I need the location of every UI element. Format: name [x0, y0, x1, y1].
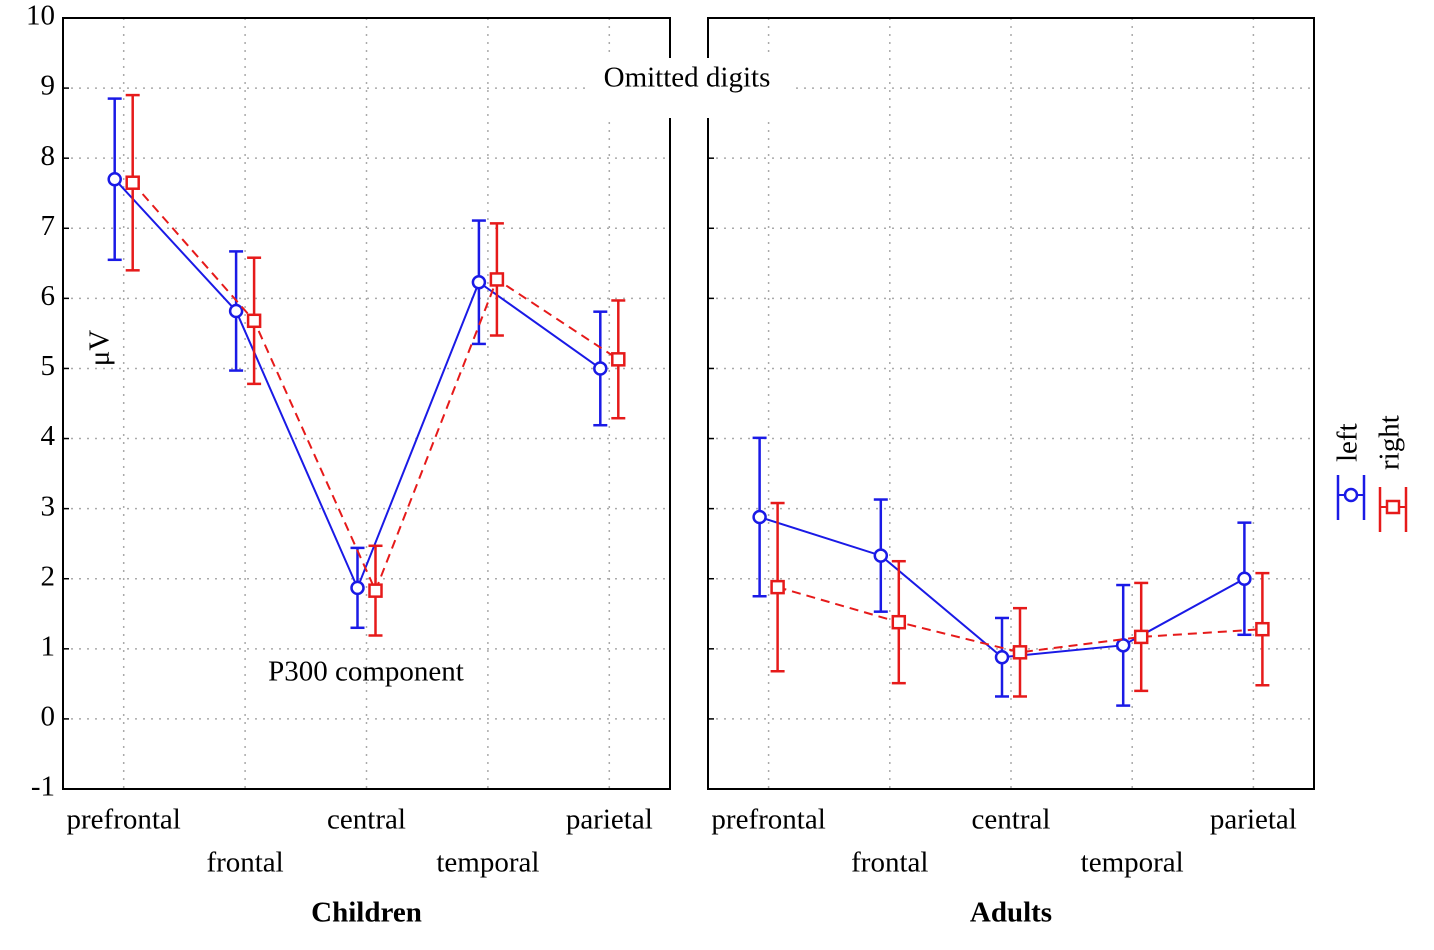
x-axis-label: Children	[311, 897, 422, 929]
series-line	[777, 586, 1263, 654]
point	[471, 274, 487, 290]
point	[1115, 638, 1131, 653]
y-tick-label: 9	[41, 70, 56, 102]
y-tick-label: 2	[41, 560, 56, 592]
legend-marker	[1385, 499, 1401, 515]
y-tick-label: 6	[41, 280, 56, 312]
point	[1133, 629, 1149, 645]
x-tick-label: central	[327, 804, 406, 836]
point	[368, 583, 383, 598]
series-line	[113, 178, 601, 591]
y-tick-label: 1	[41, 630, 56, 662]
point	[752, 509, 767, 525]
point	[770, 579, 785, 595]
point	[350, 580, 365, 596]
x-tick-label: temporal	[436, 847, 539, 879]
point	[1012, 645, 1028, 660]
y-tick-label: 5	[41, 350, 56, 382]
x-tick-label: parietal	[566, 804, 653, 836]
x-tick-label: central	[972, 804, 1051, 836]
y-axis-label: μV	[84, 330, 116, 367]
series-line	[131, 182, 619, 594]
point	[107, 171, 122, 187]
plot-frame	[707, 17, 1315, 790]
y-tick-label: 10	[26, 0, 55, 32]
point	[489, 272, 505, 287]
point	[1237, 571, 1252, 586]
point	[593, 361, 608, 376]
x-tick-label: parietal	[1210, 804, 1297, 836]
x-tick-label: frontal	[851, 847, 928, 879]
legend-marker	[1343, 487, 1359, 503]
point	[125, 175, 140, 190]
y-tick-label: 3	[41, 490, 56, 522]
x-tick-label: prefrontal	[711, 804, 825, 836]
x-axis-label: Adults	[970, 897, 1052, 929]
x-tick-label: frontal	[206, 847, 283, 879]
point	[891, 614, 907, 630]
x-tick-label: temporal	[1081, 847, 1184, 879]
title-box	[585, 58, 795, 118]
x-tick-label: prefrontal	[67, 804, 181, 836]
y-tick-label: 0	[41, 701, 56, 733]
point	[246, 313, 262, 329]
y-tick-label: -1	[31, 771, 55, 803]
legend-label: left	[1332, 423, 1364, 462]
point	[873, 548, 889, 563]
point	[994, 649, 1010, 665]
point	[228, 303, 244, 319]
chart-title: Omitted digits	[604, 62, 771, 94]
point	[611, 352, 626, 367]
y-tick-label: 7	[41, 210, 56, 242]
legend-label: right	[1374, 415, 1406, 470]
plot-frame	[62, 17, 671, 790]
y-tick-label: 4	[41, 420, 56, 452]
annotation: P300 component	[268, 656, 464, 688]
y-tick-label: 8	[41, 140, 56, 172]
point	[1255, 621, 1270, 637]
